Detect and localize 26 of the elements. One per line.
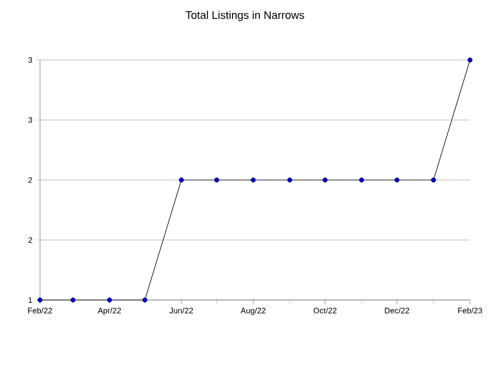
point (38, 298, 42, 302)
point (178, 178, 184, 182)
point (287, 178, 292, 182)
point (214, 178, 220, 182)
x-tick-label: Apr/22 (98, 308, 121, 315)
x-tick-label: Feb/22 (28, 308, 52, 314)
point (468, 58, 472, 62)
x-tick-label: Feb/23 (458, 308, 482, 314)
point (322, 178, 328, 182)
y-tick-label: 3 (28, 117, 32, 123)
chart-title: Total Listings in Narrows (186, 10, 304, 22)
y-tick-label: 2 (28, 177, 32, 183)
y-tick-label: 3 (28, 57, 32, 63)
point (107, 298, 112, 302)
point (70, 298, 76, 302)
x-tick-label: Jun/22 (169, 308, 193, 314)
y-tick-label: 1 (28, 297, 32, 303)
point (250, 178, 256, 182)
x-tick-label: Dec/22 (384, 308, 410, 314)
point (359, 178, 364, 182)
x-tick-label: Aug/22 (240, 308, 266, 315)
point (394, 178, 400, 182)
point (431, 178, 436, 182)
x-tick-label: Oct/22 (314, 308, 336, 314)
point (142, 298, 148, 302)
y-tick-label: 2 (28, 237, 32, 243)
